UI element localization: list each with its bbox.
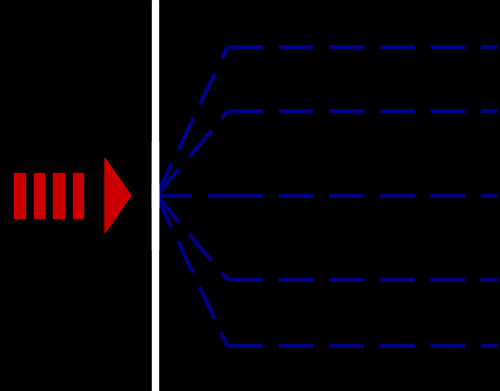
- Bar: [152, 0, 158, 207]
- Bar: [152, 141, 158, 250]
- Bar: [34, 173, 44, 218]
- Polygon shape: [105, 158, 131, 233]
- Bar: [14, 173, 24, 218]
- Bar: [152, 184, 158, 391]
- Bar: [53, 173, 64, 218]
- Bar: [72, 173, 83, 218]
